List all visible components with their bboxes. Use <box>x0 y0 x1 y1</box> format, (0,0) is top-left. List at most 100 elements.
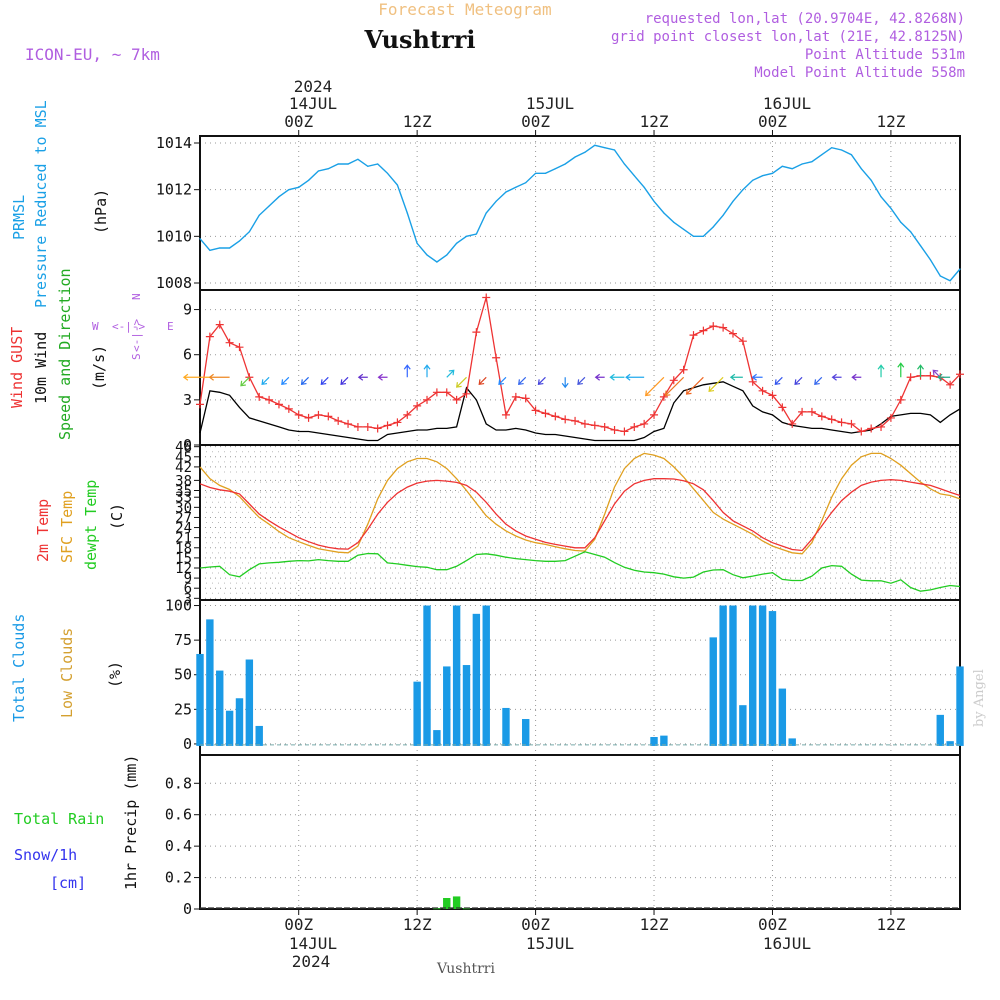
pressure-point <box>959 268 961 270</box>
wind-speed-line <box>199 381 961 442</box>
rain-bar <box>443 898 451 909</box>
top-tick-label-3: 12Z <box>640 112 669 131</box>
wind-gust-marker <box>511 392 520 401</box>
wind-ytick-label-1: 3 <box>183 391 192 409</box>
temp-ytick-label-13: 42 <box>175 460 192 476</box>
wind-direction-arrow <box>917 364 924 378</box>
total-clouds-bar <box>443 666 451 746</box>
temp-unit: (C) <box>108 503 126 530</box>
total-clouds-bar <box>660 735 668 746</box>
pressure-point <box>781 165 783 167</box>
wind-gust-marker <box>867 424 876 433</box>
pressure-point <box>268 205 270 207</box>
wind-gust-marker <box>640 419 649 428</box>
pressure-point <box>317 170 320 172</box>
wind-gust-marker <box>472 328 481 337</box>
wind-gust-marker <box>620 427 629 436</box>
wind-direction-arrow <box>644 376 665 397</box>
total-clouds-bar <box>936 714 944 746</box>
wind-direction-arrow <box>877 364 885 378</box>
temp-ytick-label-0: 3 <box>184 591 192 607</box>
compass-north: N <box>130 293 143 300</box>
pressure-point <box>623 163 626 165</box>
temp-ytick-label-14: 45 <box>175 450 192 466</box>
total-clouds-bar <box>462 665 471 746</box>
wind-gust-marker <box>344 419 353 428</box>
pressure-point <box>860 168 862 170</box>
wind-gust-marker <box>462 389 471 398</box>
pressure-point <box>653 200 655 202</box>
total-clouds-bar <box>216 670 224 746</box>
wind-gust-marker <box>699 326 708 335</box>
precip-ytick-label-1: 0.2 <box>165 869 192 887</box>
pressure-point <box>663 212 665 214</box>
pressure-ytick-label-3: 1014 <box>156 134 192 152</box>
bottom-year: 2024 <box>292 952 331 971</box>
pressure-frame <box>199 135 961 291</box>
bottom-tick-label-2: 00Z <box>521 915 550 934</box>
pressure-point <box>840 149 843 151</box>
model-label: ICON-EU, ~ 7km <box>25 45 160 64</box>
wind-gust-marker <box>827 415 836 424</box>
wind-gust-marker <box>807 407 816 416</box>
pressure-point <box>495 200 497 202</box>
clouds-ytick-label-1: 25 <box>174 700 192 718</box>
wind-gust-marker <box>798 407 807 416</box>
pressure-point <box>436 261 438 263</box>
wind-direction-arrow <box>537 376 546 385</box>
pressure-point <box>209 249 211 251</box>
compass-west: W <box>92 320 99 333</box>
total-clouds-bar <box>502 707 510 746</box>
pressure-point <box>594 144 596 146</box>
total-clouds-bar <box>650 737 658 746</box>
wind-direction-arrow <box>561 377 569 389</box>
wind-gust-marker <box>788 419 797 428</box>
total-clouds-bar <box>235 698 244 746</box>
snow-unit-label: [cm] <box>50 874 86 892</box>
wind-gust-marker <box>551 412 560 421</box>
pressure-point <box>811 161 813 163</box>
pressure-point <box>505 191 507 193</box>
wind-ytick-label-2: 6 <box>183 346 192 364</box>
pressure-point <box>732 200 734 202</box>
wind-gust-marker <box>284 404 293 413</box>
wind-direction-arrow <box>455 376 467 388</box>
temp-ytick-label-8: 27 <box>175 510 192 526</box>
wind-gust-marker <box>590 421 599 430</box>
top-tick-label-4: 00Z <box>758 112 787 131</box>
total-clouds-bar <box>413 681 421 746</box>
wind-direction-arrow <box>300 376 309 385</box>
wind-direction-arrow <box>403 364 411 378</box>
t2m-line <box>199 478 961 552</box>
wind-gust-marker <box>778 403 787 412</box>
temp-ytick-label-15: 48 <box>175 440 192 456</box>
wind-gust-marker <box>886 413 895 422</box>
temp-ytick-label-4: 15 <box>175 551 192 567</box>
wind-gust-marker <box>709 322 718 331</box>
wind-gust-marker <box>432 388 441 397</box>
bottom-day-2: 15JUL <box>526 934 574 953</box>
total-clouds-bar <box>225 710 234 746</box>
temperature-labels: 2m Temp SFC Temp dewpt Temp (C) <box>34 480 126 570</box>
requested-coords: requested lon,lat (20.9704E, 42.8268N) <box>645 11 965 27</box>
pressure-point <box>692 235 695 237</box>
wind-direction-arrow <box>377 373 388 381</box>
temp-ytick-label-1: 6 <box>184 581 192 597</box>
pressure-point <box>288 189 290 191</box>
wind-gust-marker <box>274 400 283 409</box>
wind-gust-marker <box>926 371 935 380</box>
total-clouds-bar <box>956 666 964 746</box>
wind-direction-arrow <box>357 373 368 381</box>
top-tick-label-0: 00Z <box>284 112 313 131</box>
pressure-point <box>544 172 547 174</box>
pressure-ytick-label-2: 1012 <box>156 181 192 199</box>
wind-gust-marker <box>265 395 274 404</box>
wind-gust-marker <box>353 422 362 431</box>
total-clouds-bar <box>472 613 481 746</box>
wind-gust-marker <box>225 338 234 347</box>
pressure-point <box>791 168 793 170</box>
wind-ytick-label-0: 0 <box>183 436 192 454</box>
rain-bar <box>462 908 471 910</box>
bottom-tick-label-1: 12Z <box>403 915 432 934</box>
